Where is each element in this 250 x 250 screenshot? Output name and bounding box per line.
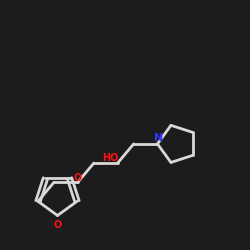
- Text: HO: HO: [102, 152, 119, 162]
- Text: O: O: [74, 173, 82, 183]
- Text: O: O: [53, 220, 62, 230]
- Text: N: N: [154, 134, 163, 143]
